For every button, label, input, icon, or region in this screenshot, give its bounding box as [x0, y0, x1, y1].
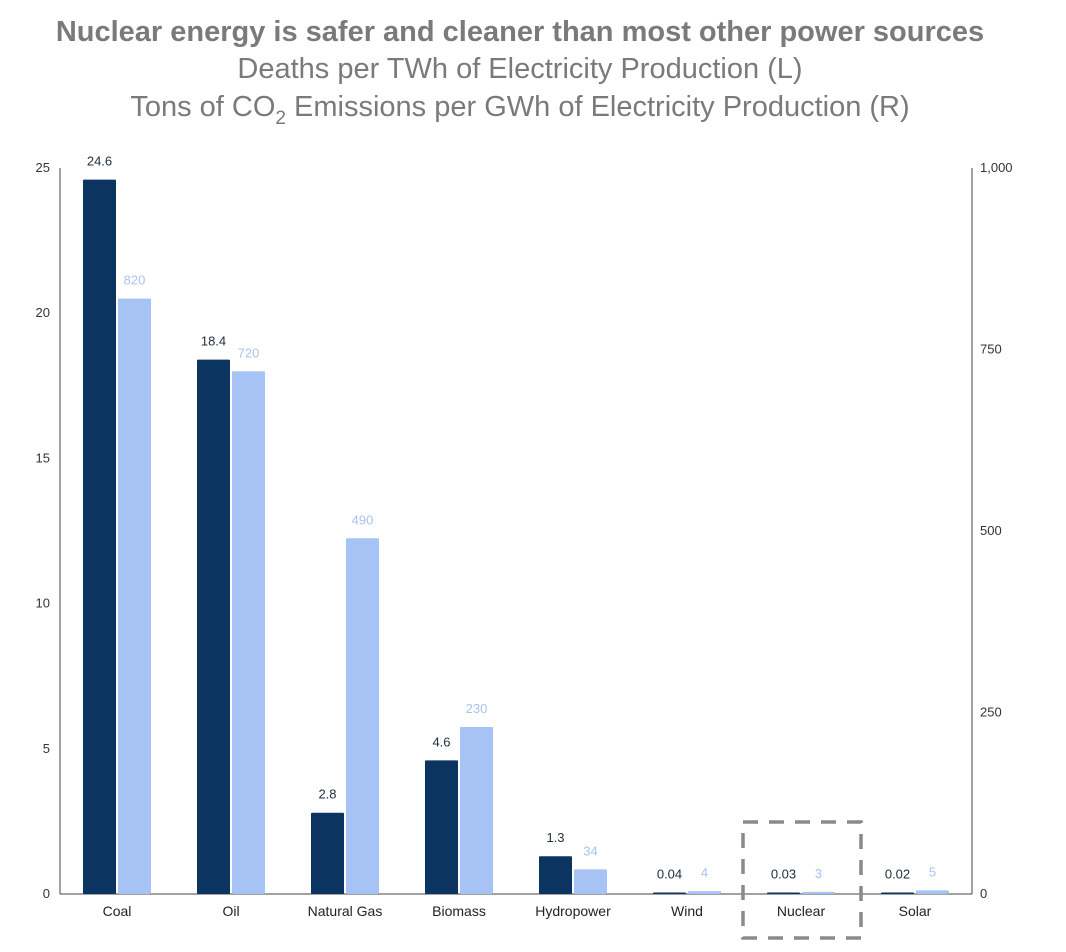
- data-label-co2: 5: [929, 864, 936, 879]
- bar-co2-nuclear: [802, 891, 835, 894]
- data-label-deaths: 4.6: [432, 734, 450, 749]
- data-label-co2: 490: [352, 512, 374, 527]
- bar-deaths-oil: [197, 359, 230, 894]
- x-axis-category-label: Biomass: [432, 903, 486, 919]
- bar-deaths-natural-gas: [311, 812, 344, 894]
- data-label-deaths: 2.8: [318, 787, 336, 802]
- x-axis-category-label: Coal: [103, 903, 132, 919]
- data-label-deaths: 0.03: [771, 867, 796, 882]
- x-axis-category-label: Oil: [222, 903, 239, 919]
- right-axis-tick-label: 750: [980, 342, 1002, 357]
- data-label-deaths: 18.4: [201, 334, 226, 349]
- chart-header: Nuclear energy is safer and cleaner than…: [0, 14, 1040, 129]
- bar-co2-oil: [232, 371, 265, 894]
- subtitle-right-part1: Tons of CO: [130, 91, 276, 123]
- right-axis-tick-label: 500: [980, 523, 1002, 538]
- bar-deaths-wind: [653, 892, 686, 894]
- left-axis-tick-label: 20: [36, 305, 50, 320]
- data-label-deaths: 0.04: [657, 867, 682, 882]
- nuclear-highlight-box: [741, 820, 863, 940]
- right-axis-tick-label: 0: [980, 886, 987, 901]
- data-label-co2: 4: [701, 865, 708, 880]
- x-axis-category-label: Hydropower: [535, 903, 611, 919]
- x-axis-category-label: Wind: [671, 903, 703, 919]
- bar-co2-hydropower: [574, 869, 607, 894]
- data-label-co2: 34: [583, 843, 597, 858]
- left-axis-tick-label: 5: [43, 741, 50, 756]
- left-axis-tick-label: 10: [36, 596, 50, 611]
- data-label-co2: 720: [238, 345, 260, 360]
- bar-deaths-hydropower: [539, 856, 572, 894]
- data-label-co2: 230: [466, 701, 488, 716]
- data-label-deaths: 1.3: [546, 830, 564, 845]
- bar-deaths-biomass: [425, 760, 458, 894]
- left-axis-tick-label: 0: [43, 886, 50, 901]
- chart-subtitle-right: Tons of CO2 Emissions per GWh of Electri…: [0, 88, 1040, 129]
- bar-co2-solar: [916, 890, 949, 894]
- bar-deaths-coal: [83, 179, 116, 895]
- chart-subtitle-left: Deaths per TWh of Electricity Production…: [237, 53, 803, 85]
- right-axis-tick-label: 250: [980, 705, 1002, 720]
- left-axis-tick-label: 25: [36, 160, 50, 175]
- chart-title: Nuclear energy is safer and cleaner than…: [55, 16, 985, 48]
- left-axis-tick-label: 15: [36, 450, 50, 465]
- bar-co2-biomass: [460, 727, 493, 894]
- x-axis-category-label: Natural Gas: [308, 903, 383, 919]
- x-axis-category-label: Nuclear: [777, 903, 826, 919]
- bar-deaths-solar: [881, 892, 914, 894]
- data-label-deaths: 0.02: [885, 867, 910, 882]
- data-label-co2: 820: [124, 273, 146, 288]
- bar-co2-wind: [688, 891, 721, 894]
- bar-deaths-nuclear: [767, 892, 800, 894]
- bar-co2-coal: [118, 298, 151, 894]
- subtitle-right-subscript: 2: [275, 108, 286, 129]
- right-axis-tick-label: 1,000: [980, 160, 1013, 175]
- data-label-deaths: 24.6: [87, 154, 112, 169]
- data-label-co2: 3: [815, 866, 822, 881]
- x-axis-category-label: Solar: [899, 903, 932, 919]
- bar-co2-natural-gas: [346, 538, 379, 894]
- subtitle-right-part2: Emissions per GWh of Electricity Product…: [285, 91, 910, 123]
